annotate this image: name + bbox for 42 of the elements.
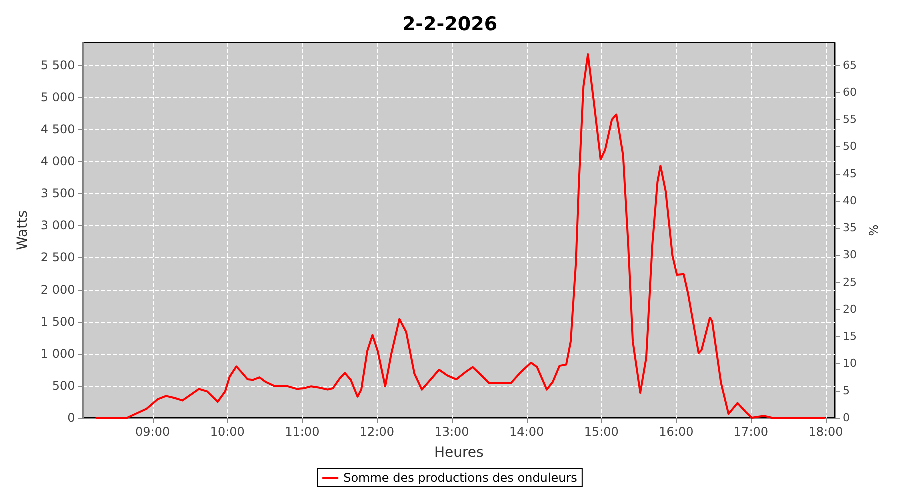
x-tick-label: 16:00 [659, 425, 694, 439]
y-tick-label: 2 000 [40, 282, 76, 297]
y2-tick-label: 30 [843, 248, 857, 262]
y-tick-label: 4 000 [40, 154, 76, 169]
y-tick-label: 1 000 [40, 346, 76, 361]
y-tick-label: 5 000 [40, 90, 76, 104]
y-axis-title: Watts [15, 210, 31, 250]
y-tick-label: 2 500 [40, 250, 76, 265]
x-tick-label: 09:00 [136, 425, 170, 439]
y2-tick-label: 25 [843, 276, 857, 289]
y-tick-label: 5 500 [40, 58, 76, 72]
y2-tick-label: 45 [843, 167, 857, 180]
x-tick-label: 14:00 [510, 425, 544, 439]
chart-title: 2-2-2026 [402, 14, 498, 36]
y-tick-label: 3 500 [40, 186, 76, 201]
y-tick-label: 3 000 [40, 218, 76, 233]
line-series [96, 54, 826, 419]
y-tick-label: 500 [52, 378, 76, 393]
y2-tick-label: 0 [843, 412, 850, 424]
y2-tick-label: 35 [843, 222, 857, 235]
y-tick-label: 1 500 [40, 314, 76, 329]
y2-tick-label: 20 [843, 302, 857, 316]
x-tick-label: 15:00 [584, 425, 619, 439]
x-tick-label: 18:00 [808, 425, 844, 439]
y2-tick-label: 65 [843, 58, 857, 72]
x-tick-label: 13:00 [434, 425, 470, 439]
y2-tick-label: 10 [843, 357, 857, 370]
x-axis-title: Heures [434, 445, 484, 461]
y2-tick-label: 55 [843, 113, 857, 126]
y2-tick-label: 40 [843, 194, 857, 208]
y-tick-label: 4 500 [40, 122, 76, 137]
x-tick-label: 11:00 [285, 425, 320, 439]
x-tick-label: 17:00 [734, 425, 769, 439]
x-tick-label: 12:00 [360, 425, 395, 439]
legend-label: Somme des productions des onduleurs [344, 471, 578, 485]
y-tick-label: 0 [68, 411, 76, 425]
y2-tick-label: 5 [843, 384, 850, 398]
y2-tick-label: 15 [843, 330, 857, 344]
x-tick-label: 10:00 [210, 425, 245, 439]
y2-tick-label: 50 [843, 140, 857, 154]
y2-axis-title: % [866, 224, 881, 236]
y2-tick-label: 60 [843, 86, 857, 99]
